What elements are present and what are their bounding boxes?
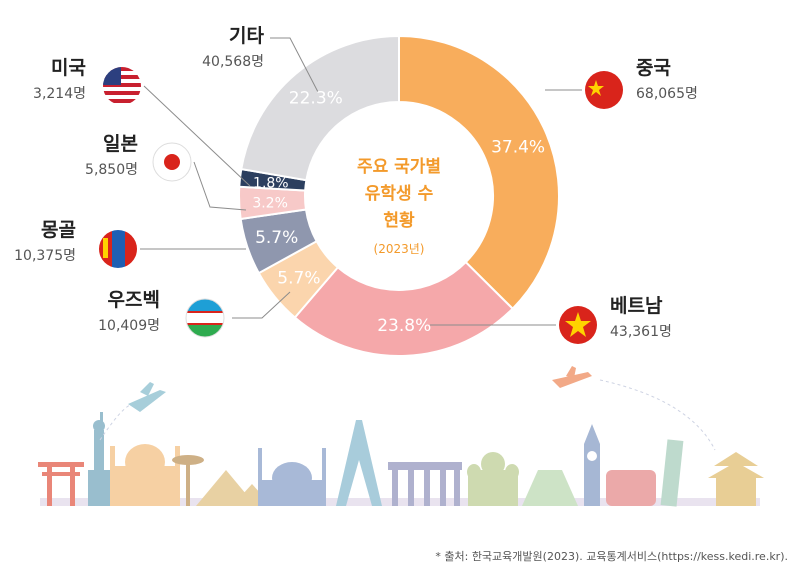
- flight-path-2: [599, 379, 716, 451]
- center-title: 주요 국가별 유학생 수 현황 (2023년): [357, 157, 441, 256]
- big-ben-icon: [584, 424, 600, 506]
- leader-line-2: [232, 291, 291, 319]
- center-title-line-2: 유학생 수: [365, 184, 434, 204]
- pct-label-1: 23.8%: [377, 316, 431, 336]
- country-name-6: 기타: [229, 25, 264, 47]
- uzbekistan-flag-icon: [185, 298, 225, 338]
- mosque-icon: [258, 448, 326, 506]
- eiffel-tower-icon: [336, 420, 382, 506]
- country-value-3: 10,375명: [14, 248, 76, 264]
- brandenburg-gate-icon: [388, 462, 462, 506]
- country-name-2: 우즈벡: [108, 289, 160, 311]
- country-value-2: 10,409명: [98, 318, 160, 334]
- pct-label-4: 3.2%: [252, 196, 288, 212]
- country-name-1: 베트남: [610, 295, 663, 317]
- leader-line-5: [143, 85, 251, 187]
- airplane-icon-2: [552, 366, 592, 388]
- leader-lines: [140, 37, 582, 326]
- usa-flag-icon: [103, 67, 141, 105]
- slice-0: [398, 34, 560, 311]
- slice-6: [240, 34, 400, 182]
- pct-label-3: 5.7%: [255, 228, 298, 248]
- country-name-3: 몽골: [41, 219, 76, 241]
- country-value-6: 40,568명: [202, 54, 264, 70]
- source-note: * 출처: 한국교육개발원(2023). 교육통계서비스(https://kes…: [435, 550, 788, 563]
- colosseum-icon: [606, 470, 656, 506]
- pct-label-6: 22.3%: [289, 88, 343, 108]
- vietnam-flag-icon: [559, 306, 597, 344]
- pct-label-5: 1.8%: [253, 175, 289, 191]
- country-name-4: 일본: [103, 133, 138, 155]
- country-value-4: 5,850명: [85, 162, 138, 178]
- country-name-5: 미국: [51, 57, 86, 79]
- pyramid-temple-icon: [522, 470, 578, 506]
- japan-flag-icon: [152, 142, 192, 182]
- leader-line-4: [193, 161, 247, 211]
- country-value-0: 68,065명: [636, 86, 698, 102]
- leaning-tower-icon: [660, 439, 684, 507]
- mongolia-flag-icon: [99, 230, 137, 268]
- country-value-5: 3,214명: [33, 86, 86, 102]
- taj-mahal-icon: [110, 444, 180, 506]
- palm-tree-icon: [172, 455, 204, 506]
- pct-label-2: 5.7%: [277, 268, 320, 288]
- pct-label-0: 37.4%: [491, 137, 545, 157]
- country-value-1: 43,361명: [610, 324, 672, 340]
- center-title-line-1: 주요 국가별: [357, 157, 441, 177]
- china-flag-icon: [585, 71, 623, 109]
- statue-of-liberty-icon: [88, 412, 110, 506]
- leader-line-6: [270, 37, 319, 93]
- skyline-illustration: [38, 366, 764, 507]
- pagoda-icon: [708, 452, 764, 506]
- torii-icon: [38, 462, 84, 506]
- st-basil-icon: [467, 452, 519, 506]
- donut-slices: [238, 34, 560, 357]
- country-name-0: 중국: [636, 57, 671, 79]
- flight-path: [99, 404, 131, 441]
- percent-labels: 37.4% 23.8% 5.7% 5.7% 3.2% 1.8% 22.3%: [252, 88, 545, 335]
- slice-1: [293, 260, 515, 357]
- center-title-line-3: 현황: [383, 211, 415, 231]
- center-subtitle: (2023년): [374, 242, 425, 256]
- airplane-icon: [128, 382, 166, 412]
